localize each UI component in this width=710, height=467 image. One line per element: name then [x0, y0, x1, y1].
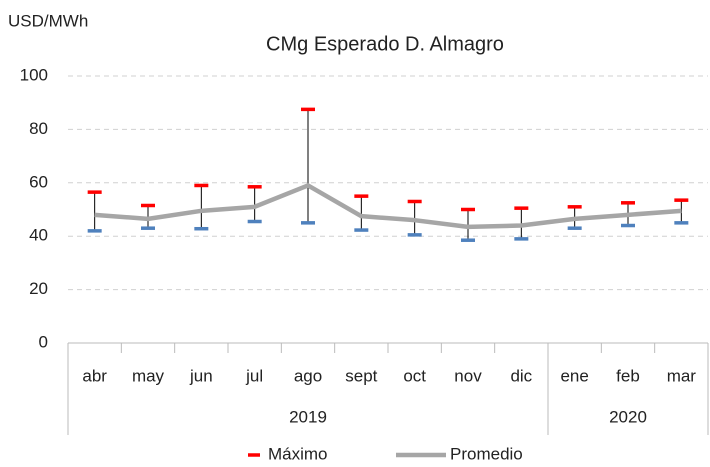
- x-tick-label: abr: [82, 366, 107, 385]
- y-tick-label: 20: [29, 279, 48, 298]
- x-tick-label: jun: [189, 366, 213, 385]
- y-tick-label: 40: [29, 226, 48, 245]
- x-tick-label: dic: [510, 366, 532, 385]
- y-axis-label: USD/MWh: [8, 11, 88, 30]
- legend-label: Promedio: [450, 444, 523, 463]
- y-tick-label: 80: [29, 119, 48, 138]
- x-tick-label: ago: [294, 366, 322, 385]
- group-label: 2019: [289, 407, 327, 426]
- x-tick-label: sept: [345, 366, 377, 385]
- x-tick-label: oct: [403, 366, 426, 385]
- x-tick-label: nov: [454, 366, 482, 385]
- y-tick-label: 60: [29, 172, 48, 191]
- x-tick-label: may: [132, 366, 165, 385]
- x-tick-label: jul: [245, 366, 263, 385]
- average-line: [94, 183, 682, 230]
- x-tick-label: ene: [560, 366, 588, 385]
- group-label: 2020: [609, 407, 647, 426]
- x-tick-label: mar: [667, 366, 697, 385]
- chart-title: CMg Esperado D. Almagro: [266, 33, 504, 55]
- y-tick-label: 100: [20, 65, 48, 84]
- x-tick-label: feb: [616, 366, 640, 385]
- y-tick-label: 0: [39, 332, 48, 351]
- legend-label: Máximo: [268, 444, 328, 463]
